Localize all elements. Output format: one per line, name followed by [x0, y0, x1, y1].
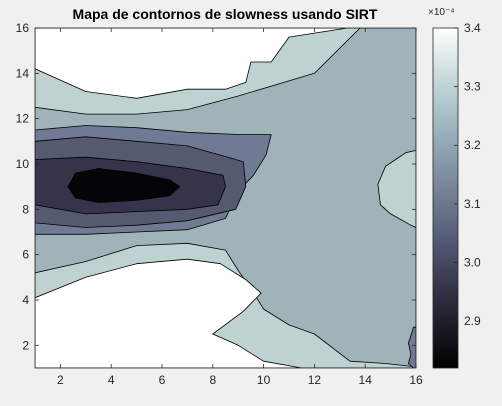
colorbar-tick-label: 3.2	[464, 138, 481, 152]
y-tick-label: 4	[22, 293, 29, 307]
y-tick-label: 12	[16, 112, 30, 126]
colorbar-tick-label: 3.3	[464, 80, 481, 94]
region-bottom-white	[35, 258, 303, 368]
plot-area	[34, 27, 417, 369]
x-tick-label: 10	[257, 373, 271, 387]
contour-regions	[35, 28, 416, 368]
region-core	[67, 168, 181, 203]
x-tick-label: 6	[159, 373, 166, 387]
y-axis: 2 4 6 8 10 12 14 16	[16, 21, 416, 352]
x-tick-label: 14	[359, 373, 373, 387]
colorbar: 2.9 3.0 3.1 3.2 3.3 3.4	[432, 21, 481, 369]
region-right-patch	[377, 149, 416, 228]
colorbar-tick-label: 3.0	[464, 255, 481, 269]
y-tick-label: 6	[22, 248, 29, 262]
y-tick-label: 2	[22, 338, 29, 352]
y-tick-label: 16	[16, 21, 30, 35]
x-tick-label: 12	[308, 373, 322, 387]
x-tick-label: 4	[108, 373, 115, 387]
x-tick-label: 2	[57, 373, 64, 387]
y-tick-label: 14	[16, 66, 30, 80]
x-tick-label: 16	[409, 373, 423, 387]
y-tick-label: 8	[22, 202, 29, 216]
x-axis: 2 4 6 8 10 12 14 16	[57, 28, 423, 387]
colorbar-bar	[432, 27, 459, 369]
colorbar-tick-label: 3.4	[464, 21, 481, 35]
x-tick-label: 8	[209, 373, 216, 387]
colorbar-tick-label: 2.9	[464, 314, 481, 328]
plot-frame	[34, 27, 417, 369]
chart-title: Mapa de contornos de slowness usando SIR…	[73, 6, 378, 22]
y-tick-label: 10	[16, 157, 30, 171]
region-top-white	[35, 28, 348, 99]
region-bottom-right-dip	[407, 326, 416, 368]
colorbar-tick-label: 3.1	[464, 197, 481, 211]
colorbar-exponent: ×10⁻⁴	[428, 7, 455, 18]
